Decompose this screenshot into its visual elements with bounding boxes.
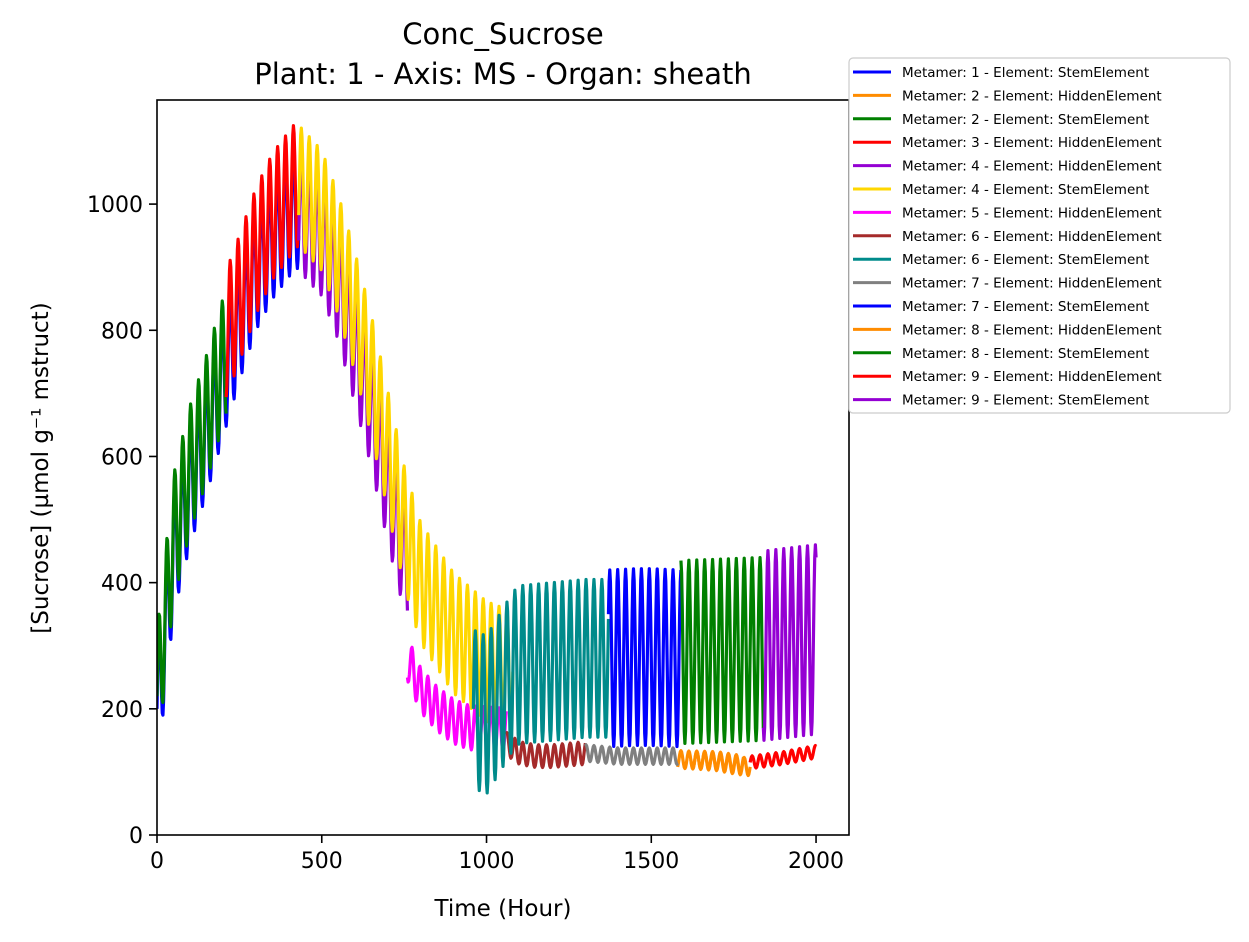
- legend-label: Metamer: 7 - Element: StemElement: [902, 299, 1149, 315]
- y-tick-label: 800: [101, 319, 143, 344]
- x-axis-ticks: 0 500 1000 1500 2000: [150, 835, 844, 874]
- legend-label: Metamer: 7 - Element: HiddenElement: [902, 276, 1162, 292]
- series-line-8: [504, 731, 587, 770]
- series-line-6: [297, 126, 515, 733]
- series-layer: [157, 124, 818, 795]
- chart-subtitle: Plant: 1 - Axis: MS - Organ: sheath: [254, 57, 752, 91]
- legend-label: Metamer: 8 - Element: StemElement: [902, 346, 1149, 362]
- series-line-9: [471, 577, 611, 795]
- y-axis-ticks: 0 200 400 600 800 1000: [87, 193, 157, 849]
- series-line-12: [689, 749, 746, 775]
- legend: Metamer: 1 - Element: StemElement Metamer…: [848, 57, 1231, 414]
- x-tick-label: 1500: [623, 849, 679, 874]
- y-tick-label: 400: [101, 572, 143, 597]
- x-tick-label: 1000: [459, 849, 515, 874]
- series-line-11: [606, 567, 683, 749]
- legend-label: Metamer: 8 - Element: HiddenElement: [902, 322, 1162, 338]
- legend-label: Metamer: 5 - Element: HiddenElement: [902, 205, 1162, 221]
- x-tick-label: 500: [301, 849, 343, 874]
- y-tick-label: 600: [101, 445, 143, 470]
- legend-label: Metamer: 3 - Element: HiddenElement: [902, 135, 1162, 151]
- series-line-3: [157, 299, 228, 705]
- series-line-14: [748, 743, 818, 770]
- legend-label: Metamer: 4 - Element: HiddenElement: [902, 159, 1162, 175]
- series-line-10: [584, 743, 680, 766]
- legend-label: Metamer: 2 - Element: HiddenElement: [902, 88, 1162, 104]
- legend-label: Metamer: 9 - Element: HiddenElement: [902, 369, 1162, 385]
- y-tick-label: 200: [101, 698, 143, 723]
- chart-title: Conc_Sucrose: [402, 17, 604, 51]
- legend-label: Metamer: 9 - Element: StemElement: [902, 393, 1149, 409]
- series-line-13: [679, 555, 765, 745]
- x-tick-label: 0: [150, 849, 164, 874]
- legend-label: Metamer: 6 - Element: HiddenElement: [902, 229, 1162, 245]
- y-tick-label: 0: [129, 824, 143, 849]
- legend-label: Metamer: 6 - Element: StemElement: [902, 252, 1149, 268]
- x-tick-label: 2000: [788, 849, 844, 874]
- y-axis-label: [Sucrose] (µmol g⁻¹ mstruct): [28, 302, 54, 633]
- series-line-15: [761, 543, 818, 742]
- y-tick-label: 1000: [87, 193, 143, 218]
- legend-box: [848, 57, 1231, 414]
- legend-label: Metamer: 2 - Element: StemElement: [902, 112, 1149, 128]
- plot-frame: [156, 99, 850, 836]
- legend-label: Metamer: 1 - Element: StemElement: [902, 65, 1149, 81]
- x-axis-label: Time (Hour): [434, 896, 572, 922]
- series-line-4: [224, 124, 301, 398]
- series-line-1: [157, 144, 301, 717]
- legend-label: Metamer: 4 - Element: StemElement: [902, 182, 1149, 198]
